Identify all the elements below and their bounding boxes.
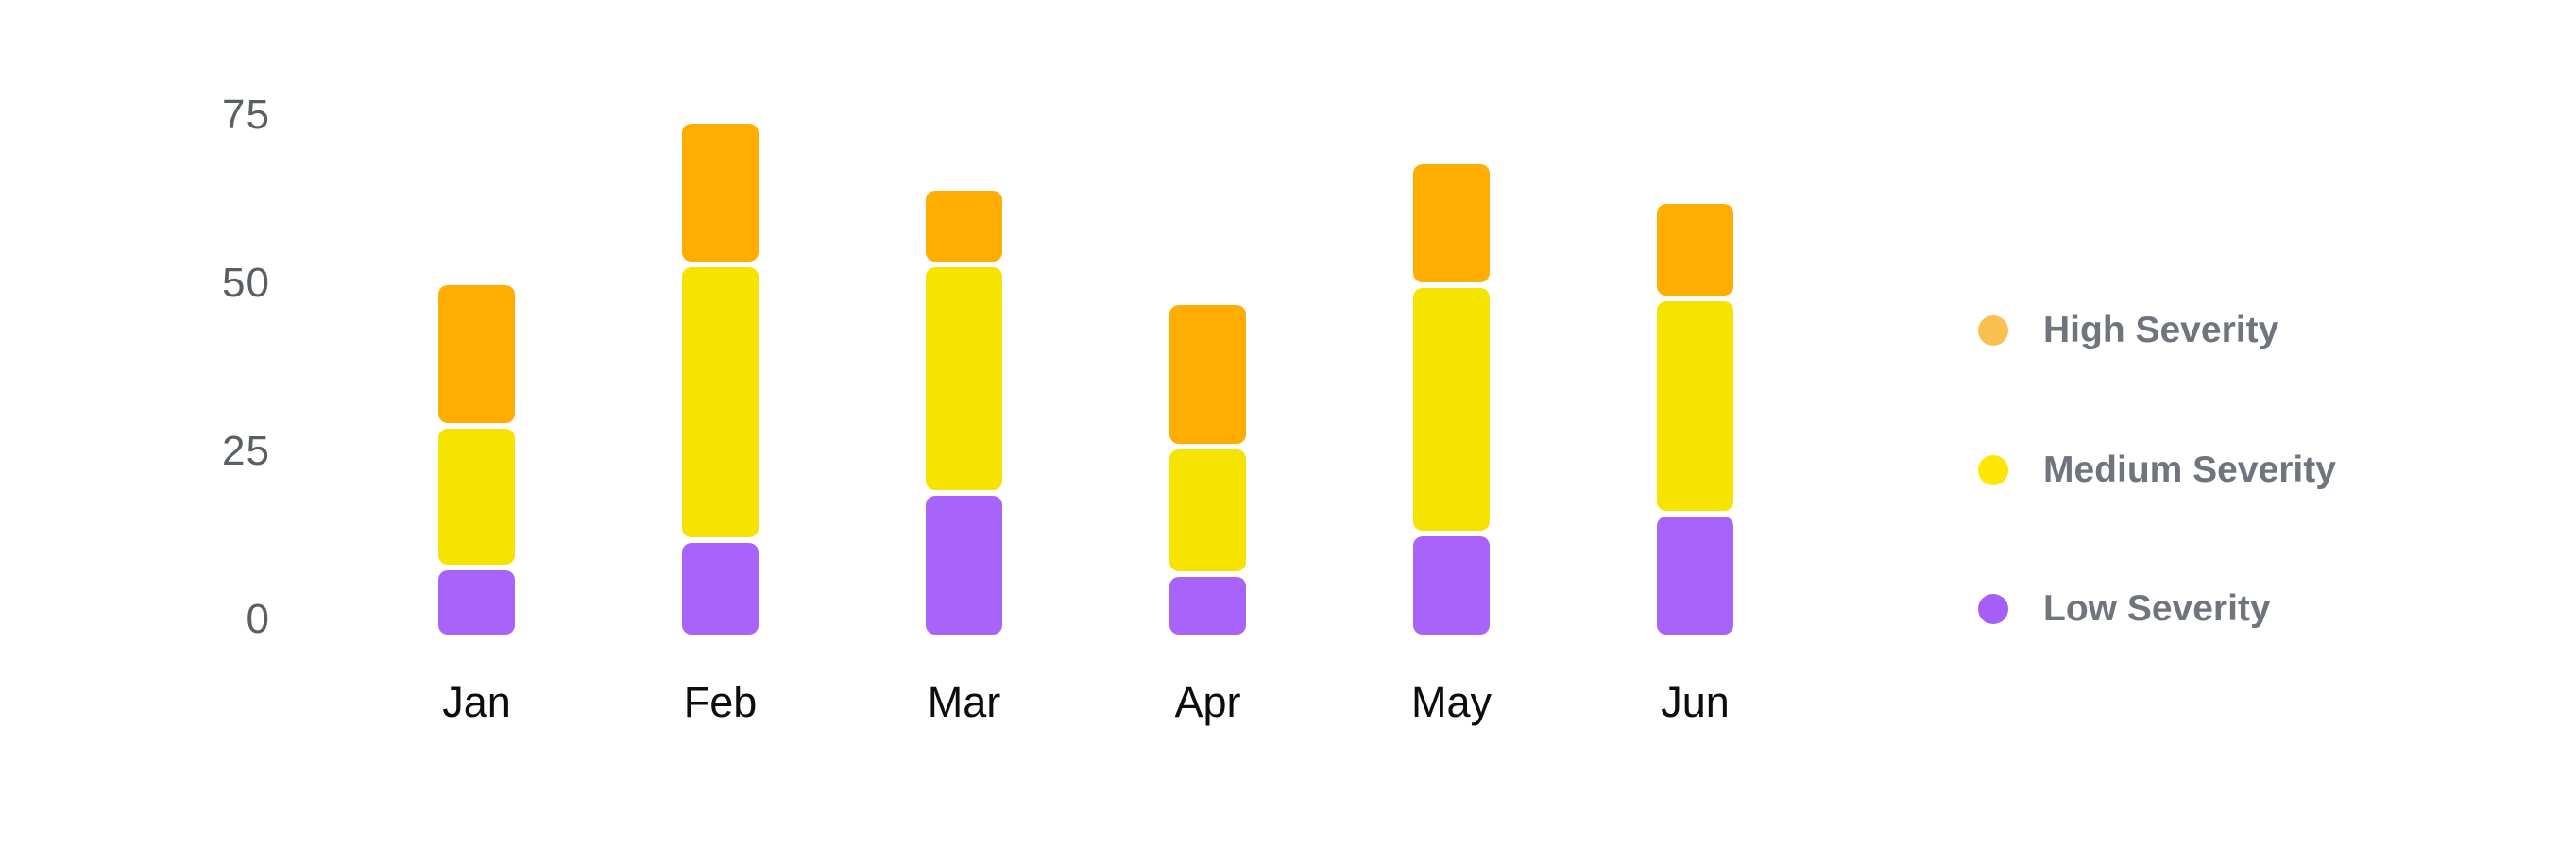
bar-segment-jan-low-severity[interactable] — [438, 569, 515, 635]
bar-segment-jun-medium-severity[interactable] — [1657, 301, 1733, 511]
bar-segment-apr-low-severity[interactable] — [1169, 576, 1246, 635]
x-axis-label-jan: Jan — [442, 678, 511, 726]
medium-severity-dot-icon — [1978, 454, 2008, 485]
legend-item-medium-severity[interactable]: Medium Severity — [1978, 449, 2336, 491]
x-axis-label-may: May — [1410, 678, 1493, 726]
y-axis-tick-label: 75 — [222, 92, 270, 138]
bar-segment-mar-high-severity[interactable] — [926, 191, 1002, 263]
legend-item-high-severity[interactable]: High Severity — [1978, 310, 2278, 351]
high-severity-dot-icon — [1978, 315, 2008, 346]
y-axis-tick-label: 50 — [222, 260, 270, 306]
low-severity-dot-icon — [1978, 594, 2008, 624]
x-axis-label-feb: Feb — [683, 678, 758, 726]
y-axis-tick-label: 25 — [222, 428, 270, 474]
bar-segment-feb-high-severity[interactable] — [682, 123, 759, 263]
bar-segment-jan-medium-severity[interactable] — [438, 429, 515, 565]
bar-segment-feb-low-severity[interactable] — [682, 543, 759, 635]
bar-segment-may-medium-severity[interactable] — [1413, 287, 1490, 532]
legend-item-low-severity[interactable]: Low Severity — [1978, 588, 2271, 630]
bar-segment-apr-medium-severity[interactable] — [1169, 449, 1246, 571]
legend-item-label: High Severity — [2043, 310, 2279, 350]
legend-item-label: Low Severity — [2043, 588, 2271, 629]
bar-segment-may-low-severity[interactable] — [1413, 536, 1490, 635]
x-axis-label-jun: Jun — [1661, 678, 1730, 726]
bar-segment-mar-medium-severity[interactable] — [926, 267, 1002, 491]
bar-segment-jan-high-severity[interactable] — [438, 284, 515, 424]
x-axis-label-apr: Apr — [1174, 678, 1241, 726]
bar-segment-jun-high-severity[interactable] — [1657, 204, 1733, 296]
bar-segment-feb-medium-severity[interactable] — [682, 267, 759, 538]
bar-segment-apr-high-severity[interactable] — [1169, 305, 1246, 444]
bar-segment-may-high-severity[interactable] — [1413, 163, 1490, 282]
bar-segment-mar-low-severity[interactable] — [926, 496, 1002, 635]
x-axis-label-mar: Mar — [927, 678, 1001, 726]
y-axis-tick-label: 0 — [246, 596, 270, 642]
bar-segment-jun-low-severity[interactable] — [1657, 516, 1733, 635]
legend-item-label: Medium Severity — [2043, 449, 2336, 490]
